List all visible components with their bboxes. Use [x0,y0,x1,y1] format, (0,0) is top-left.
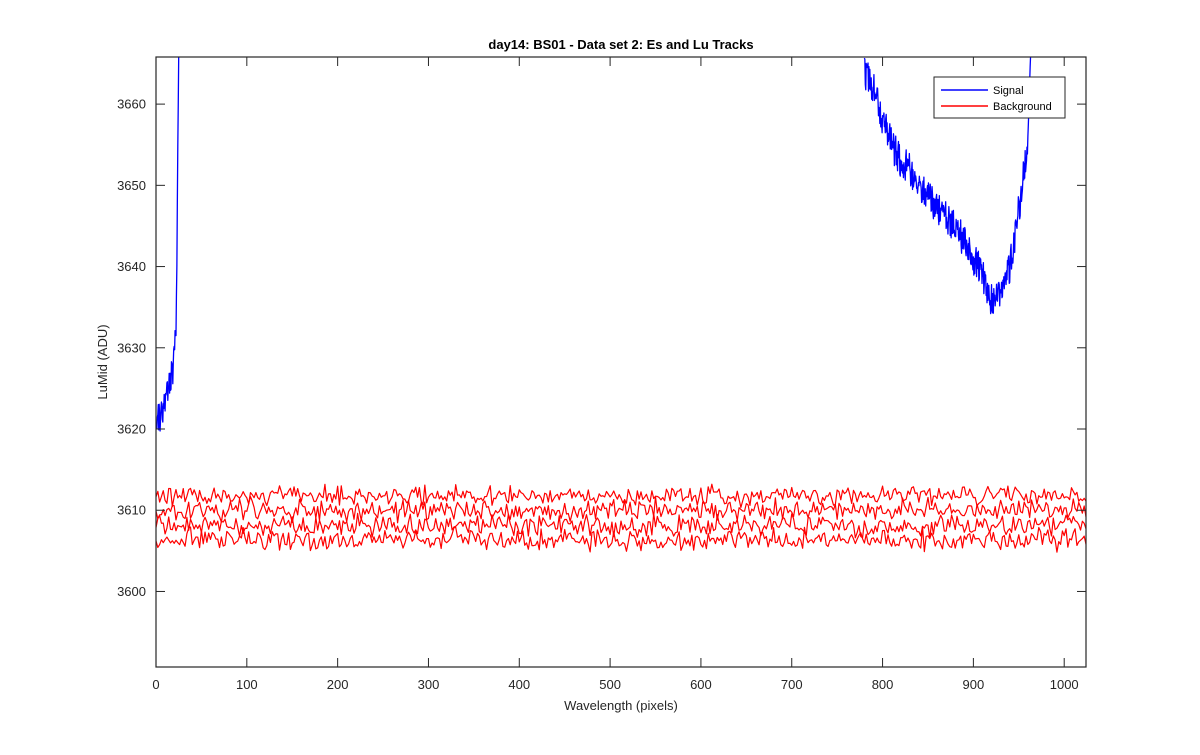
y-tick-label: 3650 [117,178,146,193]
background-series-group [156,483,1086,553]
x-tick-label: 0 [152,677,159,692]
x-tick-label: 200 [327,677,349,692]
axis-ticks: 0 100 200 300 400 500 600 700 800 900 1000 3600 3610… [117,57,1086,692]
background-line-3 [156,525,1086,553]
y-tick-label: 3640 [117,259,146,274]
y-tick-label: 3620 [117,422,146,437]
signal-line-1 [863,57,1032,315]
x-tick-label: 100 [236,677,258,692]
plot-frame [155,56,1087,668]
x-tick-label: 500 [599,677,621,692]
signal-line-0 [156,57,180,432]
x-tick-label: 700 [781,677,803,692]
x-tick-label: 900 [963,677,985,692]
y-tick-label: 3600 [117,584,146,599]
signal-series-group [156,57,1032,432]
background-line-0 [156,483,1086,509]
y-tick-label: 3660 [117,97,146,112]
legend-box [933,76,1066,119]
x-tick-label: 600 [690,677,712,692]
x-tick-label: 300 [418,677,440,692]
plot-area [156,57,1086,667]
legend-label-background: Background [993,101,1052,113]
x-axis-label: Wavelength (pixels) [564,698,678,713]
x-tick-label: 800 [872,677,894,692]
y-axis-label: LuMid (ADU) [95,324,110,399]
legend: Signal Background [933,76,1066,119]
background-line-1 [156,495,1086,524]
y-tick-label: 3630 [117,340,146,355]
x-tick-label: 400 [508,677,530,692]
y-tick-label: 3610 [117,503,146,518]
legend-label-signal: Signal [993,85,1024,97]
chart-title: day14: BS01 - Data set 2: Es and Lu Trac… [488,37,753,52]
x-tick-label: 1000 [1050,677,1079,692]
background-line-2 [156,512,1086,539]
